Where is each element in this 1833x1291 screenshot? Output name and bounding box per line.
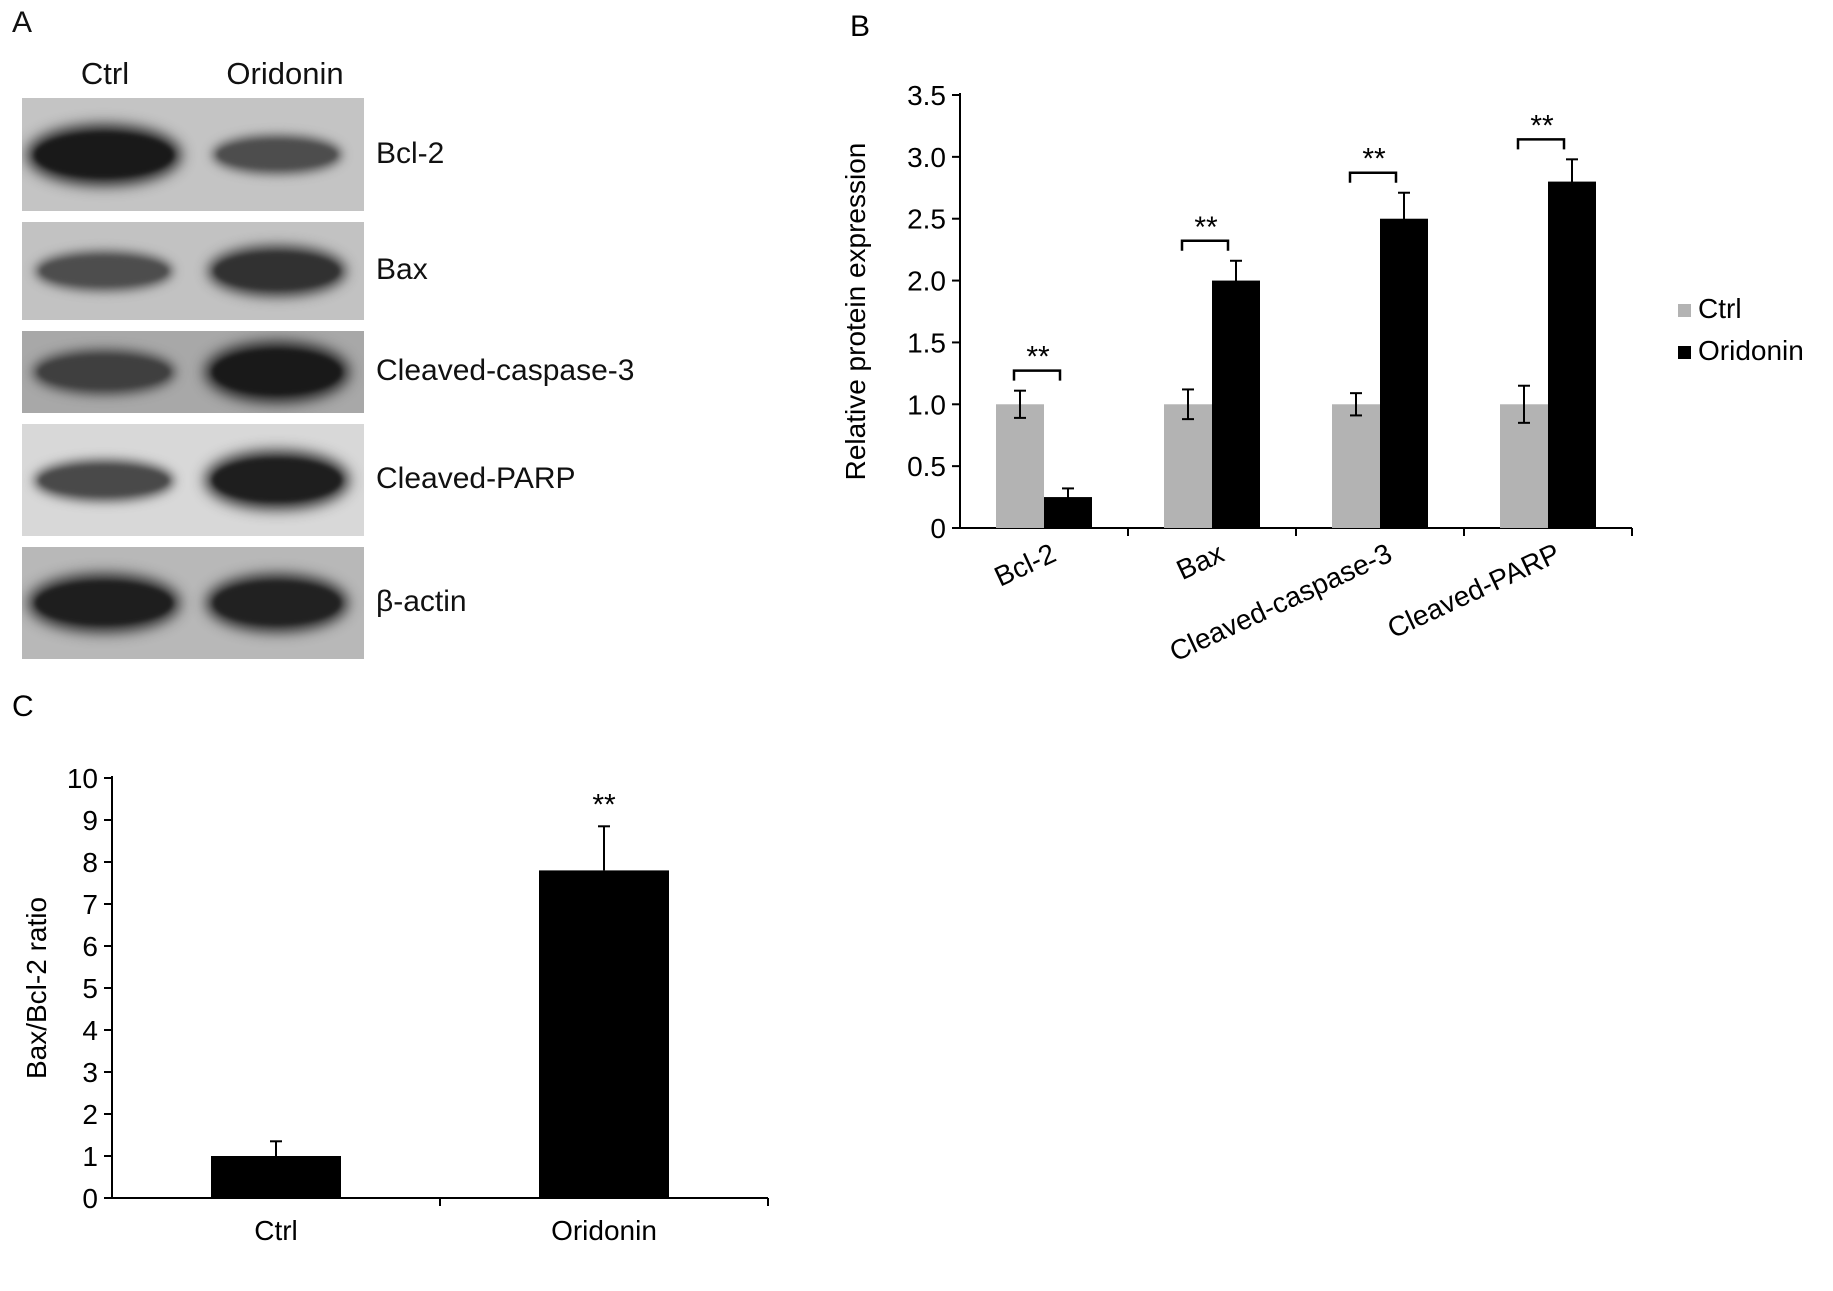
- y-tick-label: 4: [82, 1015, 98, 1046]
- y-axis-title: Bax/Bcl-2 ratio: [21, 897, 52, 1079]
- band-ctrl: [34, 580, 174, 626]
- y-tick-label: 6: [82, 931, 98, 962]
- y-tick-label: 7: [82, 889, 98, 920]
- lane-header-oridonin: Oridonin: [226, 56, 344, 91]
- y-tick-label: 1: [82, 1141, 98, 1172]
- y-tick-label: 5: [82, 973, 98, 1004]
- legend-label-oridonin: Oridonin: [1698, 335, 1804, 366]
- bar-ctrl: [996, 404, 1044, 528]
- y-tick-label: 2.0: [907, 266, 946, 297]
- x-tick-label: Cleaved-PARP: [1383, 537, 1565, 644]
- y-tick-label: 2.5: [907, 204, 946, 235]
- band-ctrl: [34, 131, 174, 178]
- band-ctrl: [39, 256, 169, 286]
- bar-oridonin: [1212, 280, 1260, 528]
- blot-row-label: Bcl-2: [376, 136, 445, 170]
- western-blot-panel: A Ctrl Oridonin Bcl-2 Bax Cleaved-caspase-…: [0, 0, 800, 680]
- band-oridonin: [212, 581, 342, 625]
- chart-c: C 0 1 2 3 4 5 6 7 8 9 10 Bax/Bcl-2 ratio Ctrl ** Oridon…: [12, 690, 769, 1246]
- band-oridonin: [212, 349, 342, 395]
- y-axis-title: Relative protein expression: [840, 143, 871, 481]
- blot-strip: [22, 547, 364, 659]
- panel-letter-b: B: [850, 10, 870, 43]
- x-tick-label: Oridonin: [551, 1215, 657, 1246]
- y-tick-label: 1.0: [907, 389, 946, 420]
- bar: [539, 870, 669, 1198]
- legend-swatch-ctrl: [1678, 304, 1691, 317]
- x-tick-label: Bax: [1172, 537, 1229, 585]
- band-ctrl: [38, 355, 170, 389]
- legend-swatch-oridonin: [1678, 346, 1691, 359]
- y-tick-label: 0: [82, 1183, 98, 1214]
- x-tick-label: Ctrl: [254, 1215, 298, 1246]
- legend-label-ctrl: Ctrl: [1698, 293, 1742, 324]
- band-oridonin: [212, 457, 342, 503]
- y-tick-label: 8: [82, 847, 98, 878]
- blot-strip: [22, 222, 364, 320]
- blot-strip: [22, 98, 364, 211]
- significance-marker: **: [1362, 143, 1386, 176]
- lane-header-ctrl: Ctrl: [80, 56, 130, 91]
- y-tick-label: 3: [82, 1057, 98, 1088]
- bar-oridonin: [1380, 218, 1428, 528]
- y-tick-label: 1.5: [907, 327, 946, 358]
- y-tick-label: 0: [930, 513, 946, 544]
- bar-ctrl: [1500, 404, 1548, 528]
- significance-marker: **: [1026, 341, 1050, 374]
- y-tick-label: 3.5: [907, 80, 946, 111]
- x-tick-label: Bcl-2: [990, 537, 1061, 592]
- y-tick-label: 9: [82, 805, 98, 836]
- y-tick-label: 10: [67, 763, 98, 794]
- blot-strip: [22, 331, 364, 413]
- blot-row-label: β-actin: [376, 585, 467, 618]
- blot-row-label: Cleaved-caspase-3: [376, 354, 635, 387]
- significance-marker: **: [1194, 211, 1218, 244]
- band-oridonin: [217, 139, 337, 170]
- significance-bracket: [1012, 369, 1062, 381]
- blot-row-label: Cleaved-PARP: [376, 462, 576, 495]
- y-tick-label: 3.0: [907, 142, 946, 173]
- panel-letter-c: C: [12, 690, 34, 723]
- significance-marker: **: [1530, 109, 1554, 142]
- band-oridonin: [214, 251, 340, 291]
- bar-ctrl: [1164, 404, 1212, 528]
- significance-bracket: [1180, 239, 1230, 251]
- blot-row-label: Bax: [376, 253, 428, 286]
- band-ctrl: [39, 464, 169, 496]
- significance-bracket: [1516, 138, 1566, 150]
- bar-ctrl: [1332, 404, 1380, 528]
- significance-bracket: [1348, 171, 1398, 183]
- bar: [211, 1156, 341, 1198]
- bar-oridonin: [1548, 181, 1596, 528]
- y-tick-label: 0.5: [907, 451, 946, 482]
- significance-marker: **: [592, 788, 616, 821]
- blot-strip: [22, 424, 364, 536]
- chart-b: B 0 0.5 1.0 1.5 2.0 2.5 3.0 3.5 Relative protein …: [840, 10, 1804, 667]
- panel-letter-a: A: [12, 6, 33, 39]
- y-tick-label: 2: [82, 1099, 98, 1130]
